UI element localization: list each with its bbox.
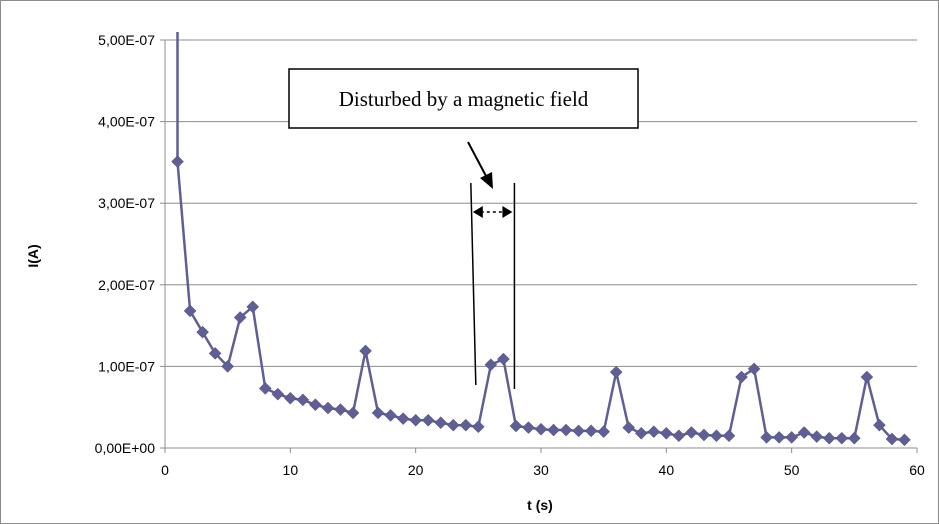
data-point-marker (710, 429, 723, 443)
y-tick-label: 0,00E+00 (95, 440, 156, 456)
interval-arrowhead-left (472, 206, 483, 218)
data-point-marker (246, 300, 260, 314)
data-point-marker (659, 426, 673, 440)
data-point-marker (634, 426, 648, 440)
data-point-marker (497, 352, 510, 366)
y-axis-title: I(A) (25, 244, 41, 267)
data-point-marker (484, 358, 498, 372)
y-tick-label: 3,00E-07 (98, 195, 155, 211)
data-point-marker (760, 431, 773, 444)
y-tick-label: 2,00E-07 (98, 277, 155, 293)
data-point-marker (885, 432, 899, 446)
data-point-marker (396, 412, 410, 425)
data-point-marker (785, 431, 799, 444)
data-point-marker (434, 416, 448, 430)
interval-left-line (470, 182, 477, 386)
annotation-box (288, 68, 639, 129)
data-point-marker (797, 426, 811, 439)
y-tick-label: 1,00E-07 (98, 358, 155, 374)
data-point-marker (384, 409, 397, 422)
series-layer (171, 32, 911, 447)
data-point-marker (509, 419, 523, 433)
data-point-marker (334, 403, 347, 417)
data-point-marker (873, 418, 886, 432)
data-point-marker (183, 304, 197, 318)
x-tick-label: 40 (659, 462, 675, 478)
data-point-marker (747, 362, 761, 376)
axis-layer (160, 39, 918, 453)
data-point-marker (208, 346, 222, 360)
annotation-layer: Disturbed by a magnetic field (288, 68, 639, 389)
data-point-marker (196, 325, 209, 339)
data-point-marker (697, 428, 711, 442)
data-point-marker (898, 433, 911, 447)
x-tick-label: 10 (283, 462, 299, 478)
data-point-marker (371, 406, 385, 420)
data-point-marker (685, 426, 698, 439)
data-point-marker (534, 422, 548, 436)
pointer-arrowhead (480, 172, 493, 189)
data-point-marker (609, 365, 623, 379)
x-tick-label: 0 (161, 462, 169, 478)
data-point-marker (672, 429, 686, 443)
x-tick-label: 50 (784, 462, 800, 478)
data-point-marker (309, 398, 322, 412)
data-point-marker (471, 420, 485, 434)
data-point-marker (221, 360, 235, 373)
pointer-arrow-shaft (467, 141, 487, 177)
data-point-marker (459, 418, 473, 432)
y-tick-label: 4,00E-07 (98, 114, 155, 130)
data-point-marker (735, 370, 748, 384)
x-tick-label: 20 (408, 462, 424, 478)
data-point-marker (860, 370, 874, 384)
annotation-text: Disturbed by a magnetic field (339, 87, 589, 111)
data-point-marker (522, 421, 535, 434)
data-point-marker (346, 406, 360, 420)
data-point-marker (622, 421, 636, 434)
data-point-marker (283, 391, 297, 405)
data-point-marker (421, 413, 435, 427)
data-point-marker (847, 431, 861, 445)
data-point-marker (547, 423, 560, 437)
data-point-marker (835, 431, 849, 445)
data-point-marker (584, 424, 598, 438)
data-point-marker (409, 413, 423, 427)
grid-layer (165, 39, 917, 367)
data-point-marker (647, 425, 661, 439)
x-axis-title: t (s) (527, 497, 553, 513)
tick-label-layer: 0,00E+00 1,00E-07 2,00E-07 3,00E-07 4,00E-07… (95, 32, 925, 478)
data-point-marker (446, 418, 460, 432)
data-point-marker (171, 155, 184, 168)
data-point-marker (772, 431, 786, 444)
data-point-marker (722, 429, 736, 443)
data-point-marker (359, 344, 372, 358)
data-point-marker (321, 401, 335, 415)
x-tick-label: 60 (909, 462, 925, 478)
data-point-marker (258, 382, 272, 395)
interval-arrowhead-right (502, 206, 513, 218)
data-point-marker (597, 425, 611, 439)
data-point-marker (559, 423, 573, 437)
data-point-marker (810, 430, 824, 443)
data-point-marker (271, 387, 285, 401)
y-tick-label: 5,00E-07 (98, 32, 155, 48)
data-point-marker (296, 393, 310, 407)
data-point-marker (572, 424, 585, 438)
data-point-marker (233, 311, 247, 324)
x-tick-label: 30 (533, 462, 549, 478)
data-point-marker (822, 431, 836, 445)
